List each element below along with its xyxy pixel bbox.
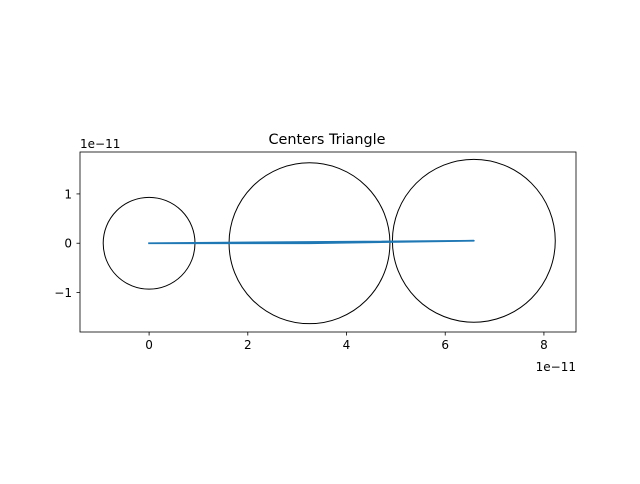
x-offset-text: 1e−11	[536, 360, 576, 374]
y-offset-text: 1e−11	[80, 137, 120, 151]
x-tick-label: 6	[441, 338, 449, 352]
y-tick-label: −1	[54, 286, 72, 300]
y-tick-label: 1	[64, 187, 72, 201]
chart-title: Centers Triangle	[268, 132, 385, 148]
plot-area	[102, 158, 556, 325]
x-tick-label: 8	[540, 338, 548, 352]
x-axis: 0 2 4 6 8	[145, 332, 548, 352]
series-line-1	[148, 239, 475, 245]
x-tick-label: 0	[145, 338, 153, 352]
y-axis: −1 0 1	[54, 187, 80, 300]
y-tick-label: 0	[64, 237, 72, 251]
axes-frame	[79, 151, 577, 333]
x-tick-label: 4	[343, 338, 351, 352]
x-tick-label: 2	[244, 338, 252, 352]
